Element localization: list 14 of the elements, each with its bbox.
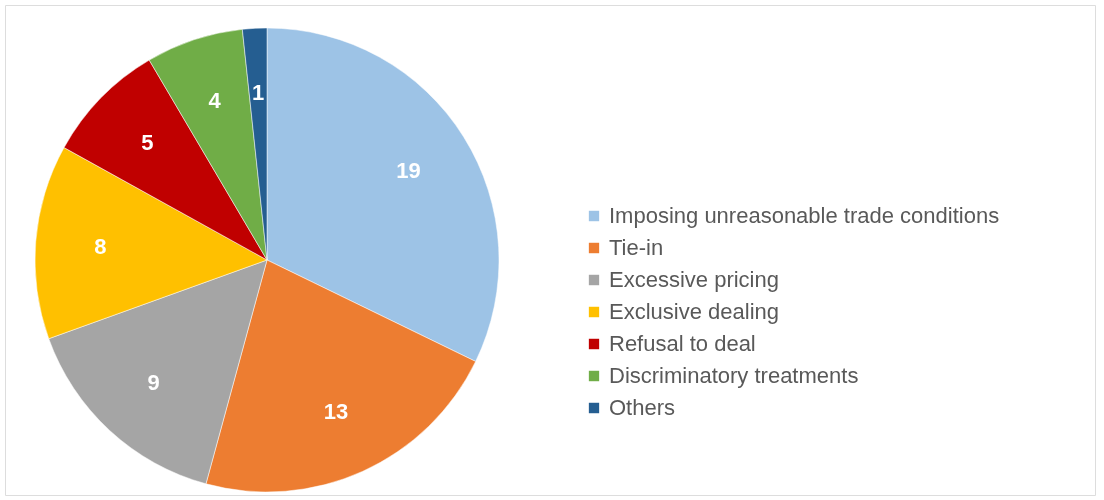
data-label: 9 — [147, 369, 160, 395]
data-label: 13 — [323, 399, 349, 425]
legend-label: Exclusive dealing — [609, 299, 779, 324]
legend-label: Discriminatory treatments — [609, 363, 859, 388]
data-label: 4 — [208, 88, 222, 114]
legend-label: Tie-in — [609, 235, 664, 260]
data-label: 1 — [251, 80, 265, 106]
data-label: 5 — [141, 130, 154, 156]
legend-label: Excessive pricing — [609, 267, 779, 292]
legend-label: Imposing unreasonable trade conditions — [609, 203, 1000, 228]
data-label: 19 — [396, 158, 421, 184]
data-label: 8 — [94, 233, 107, 259]
legend-label: Refusal to deal — [609, 331, 756, 356]
legend-label: Others — [609, 395, 676, 420]
